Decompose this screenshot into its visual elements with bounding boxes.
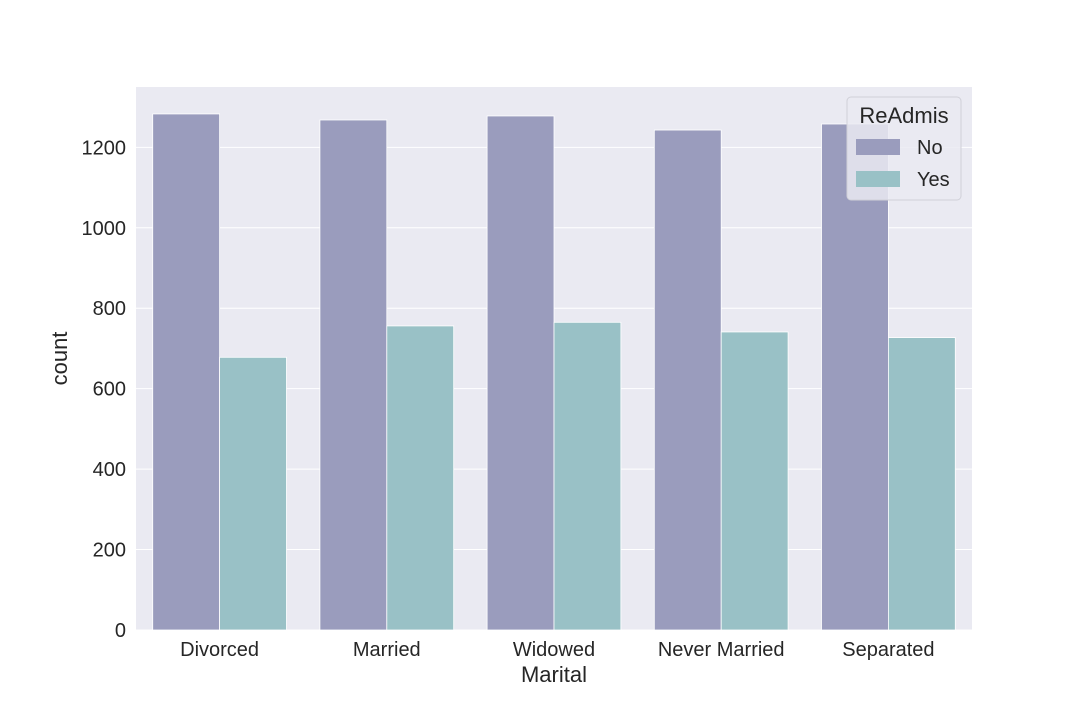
- y-tick-label: 200: [93, 540, 126, 562]
- legend-title: ReAdmis: [859, 103, 948, 128]
- legend-label-yes: Yes: [917, 169, 950, 191]
- bar-yes-married: [386, 325, 455, 631]
- x-tick-label: Never Married: [658, 639, 785, 661]
- bar-yes-separated: [888, 337, 956, 631]
- bar-no-married: [319, 119, 388, 631]
- legend-label-no: No: [917, 137, 943, 159]
- x-tick-label: Divorced: [180, 639, 259, 661]
- legend: ReAdmis No Yes: [846, 96, 962, 201]
- x-tick-label: Widowed: [513, 639, 595, 661]
- y-tick-label: 1200: [82, 137, 127, 159]
- legend-swatch-no: [856, 139, 900, 155]
- legend-swatch-yes: [856, 171, 900, 187]
- y-axis-ticks: 0 200 400 600 800 1000 1200: [82, 137, 127, 642]
- bar-yes-widowed: [553, 321, 622, 631]
- bar-no-widowed: [486, 115, 555, 631]
- bar-no-never-married: [653, 129, 722, 631]
- x-tick-label: Married: [353, 639, 421, 661]
- y-tick-label: 800: [93, 298, 126, 320]
- x-tick-label: Separated: [842, 639, 934, 661]
- y-axis-label: count: [47, 332, 72, 386]
- x-axis-ticks: Divorced Married Widowed Never Married Separ…: [180, 639, 934, 661]
- y-tick-label: 600: [93, 379, 126, 401]
- bar-no-separated: [821, 123, 889, 631]
- y-tick-label: 0: [115, 620, 126, 642]
- bars: [152, 113, 956, 631]
- bar-yes-never-married: [720, 331, 789, 631]
- bar-no-divorced: [152, 113, 220, 631]
- x-axis-label: Marital: [521, 662, 587, 687]
- legend-items: No Yes: [856, 137, 950, 191]
- bar-yes-divorced: [219, 356, 287, 631]
- y-tick-label: 400: [93, 459, 126, 481]
- y-tick-label: 1000: [82, 218, 127, 240]
